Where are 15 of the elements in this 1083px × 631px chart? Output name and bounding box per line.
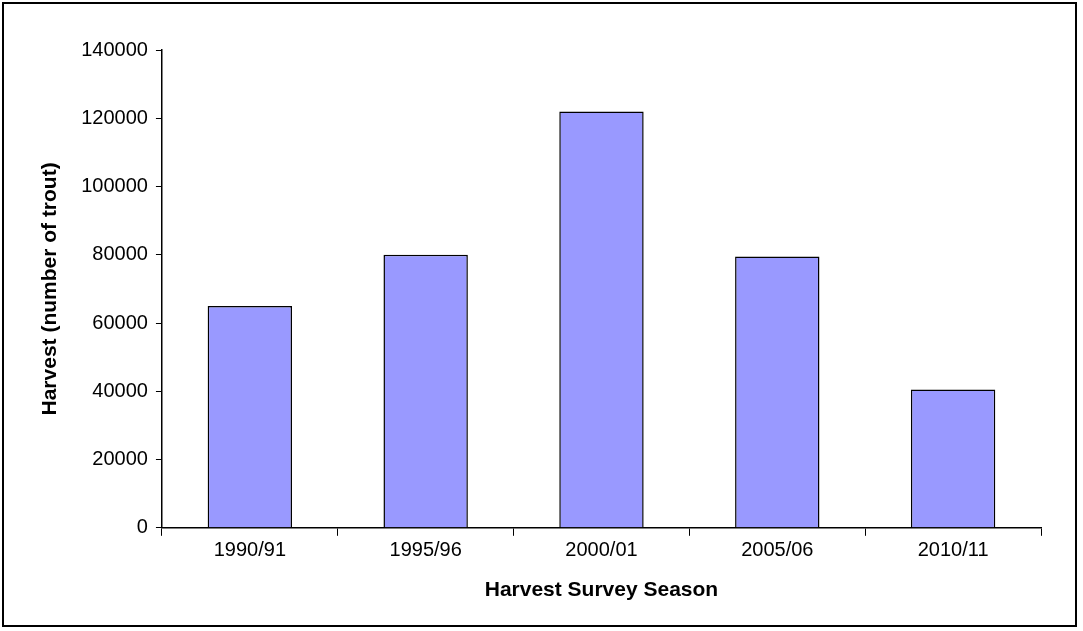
y-tick-label: 120000 bbox=[81, 105, 148, 128]
x-tick-label: 1990/91 bbox=[213, 538, 286, 561]
y-tick-label: 40000 bbox=[92, 378, 148, 401]
y-tick-label: 0 bbox=[136, 515, 148, 538]
y-axis-title: Harvest (number of trout) bbox=[37, 162, 61, 416]
y-tick-label: 80000 bbox=[92, 242, 148, 265]
x-tick-label: 1995/96 bbox=[389, 538, 462, 561]
x-axis-title: Harvest Survey Season bbox=[484, 577, 719, 601]
x-tick-label: 2000/01 bbox=[565, 538, 638, 561]
y-tick-label: 100000 bbox=[81, 174, 148, 197]
y-tick-label: 60000 bbox=[92, 310, 148, 333]
y-tick-label: 140000 bbox=[81, 37, 148, 60]
y-tick-label: 20000 bbox=[92, 447, 148, 470]
x-tick-label: 2010/11 bbox=[917, 538, 989, 561]
x-tick-label: 2005/06 bbox=[741, 538, 814, 561]
